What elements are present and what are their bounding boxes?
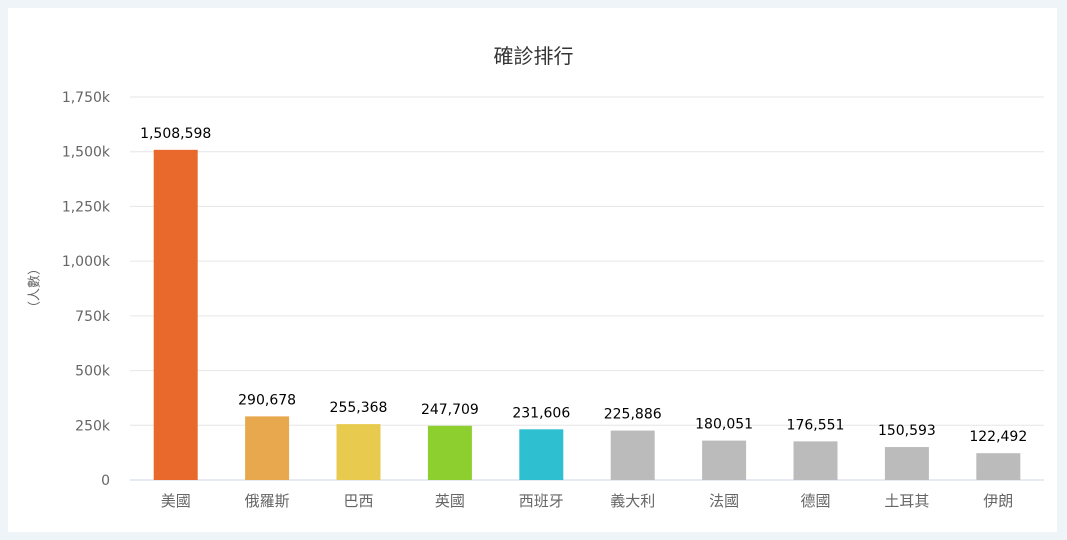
data-label: 255,368 (330, 400, 388, 416)
bar (793, 441, 838, 480)
chart-title: 確診排行 (493, 44, 574, 68)
y-tick-label: 500k (75, 364, 111, 380)
bar (976, 453, 1021, 480)
y-tick-label: 750k (75, 309, 111, 325)
data-label: 176,551 (787, 417, 845, 433)
y-tick-label: 1,000k (62, 254, 111, 270)
x-tick-label: 西班牙 (519, 492, 564, 510)
data-label: 122,492 (969, 429, 1027, 445)
bar (519, 429, 564, 480)
bar (884, 447, 929, 480)
y-tick-label: 1,750k (62, 90, 111, 106)
x-tick-label: 美國 (161, 492, 191, 510)
y-tick-label: 1,500k (62, 145, 111, 161)
y-tick-label: 0 (101, 473, 110, 489)
x-tick-label: 土耳其 (884, 492, 929, 510)
x-tick-label: 英國 (435, 492, 465, 510)
bar (336, 424, 381, 480)
x-tick-label: 俄羅斯 (245, 492, 290, 510)
x-tick-label: 巴西 (343, 492, 373, 510)
data-label: 231,606 (512, 405, 570, 421)
x-tick-label: 法國 (709, 492, 739, 510)
bar (610, 430, 655, 480)
x-tick-label: 義大利 (610, 492, 655, 510)
bar (153, 149, 198, 480)
data-label: 225,886 (604, 407, 662, 423)
bar (702, 440, 747, 480)
data-label: 290,678 (238, 392, 296, 408)
data-label: 1,508,598 (140, 126, 211, 142)
bar (427, 425, 472, 480)
y-tick-label: 1,250k (62, 199, 111, 215)
x-tick-label: 德國 (800, 492, 830, 510)
data-label: 247,709 (421, 402, 479, 418)
x-tick-label: 伊朗 (983, 492, 1013, 510)
data-label: 150,593 (878, 423, 936, 439)
bar (245, 416, 290, 480)
data-label: 180,051 (695, 417, 753, 433)
y-tick-label: 250k (75, 418, 111, 434)
